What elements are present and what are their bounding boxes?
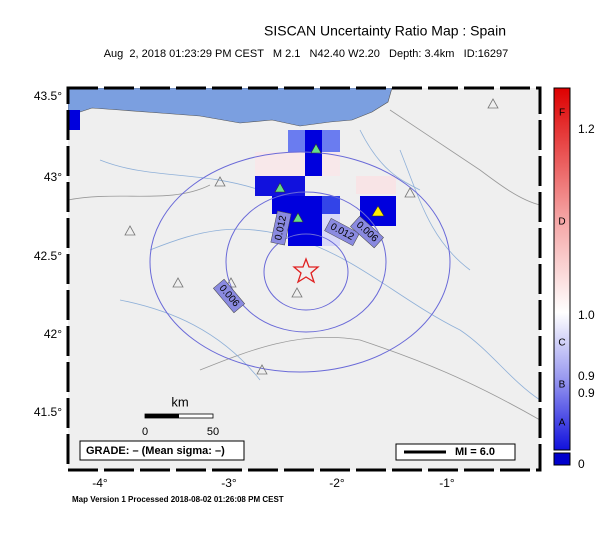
colorbar-min [553,452,571,466]
title: SISCAN Uncertainty Ratio Map : Spain [264,23,506,39]
colorbar [553,87,571,451]
lon-label: -2° [329,476,345,490]
grade-letter: B [559,380,566,391]
lon-label: -3° [221,476,237,490]
scale-label: 50 [207,426,219,438]
lat-labels: 43.5° 43° 42.5° 42° 41.5° [34,89,62,419]
border [68,109,540,421]
colorbar-grades: F D C B A [558,108,565,429]
colorbar-value: 0 [578,457,585,471]
grade: GRADE: – (Mean sigma: –) [86,445,225,457]
lat-label: 42.5° [34,249,62,263]
sea [68,88,393,127]
mi-box [395,443,516,461]
epicenter [292,257,320,284]
cells [255,130,396,246]
grade-letter: C [558,338,565,349]
stations [124,98,499,375]
colorbar-values: 1.2 1.0 0.9 0.9 0 [578,122,595,471]
map: 0.012 0.012 0.006 0.006 km 0 50 GRADE: –… [68,88,540,470]
contour-label: 0.012 [273,214,289,241]
grade-letter: A [559,418,566,429]
mi: MI = 6.0 [455,446,495,458]
scale-unit: km [171,394,188,409]
grade-letter: D [558,217,565,228]
subtitle: Aug 2, 2018 01:23:29 PM CEST M 2.1 N42.4… [104,48,509,60]
lat-label: 41.5° [34,405,62,419]
lon-label: -1° [439,476,455,490]
grade-letter: F [559,108,565,119]
lon-labels: -4° -3° -2° -1° [92,476,455,490]
colorbar-value: 0.9 [578,386,595,400]
cell [68,110,80,130]
scale-bar [145,414,179,418]
lat-label: 43° [44,170,62,184]
colorbar-value: 0.9 [578,369,595,383]
colorbar-value: 1.2 [578,122,595,136]
lat-label: 42° [44,327,62,341]
colorbar-value: 1.0 [578,308,595,322]
grade-box [79,440,245,461]
lon-label: -4° [92,476,108,490]
footer: Map Version 1 Processed 2018-08-02 01:26… [72,495,284,504]
lat-label: 43.5° [34,89,62,103]
scale-label: 0 [142,426,148,438]
river [99,129,540,401]
contours [149,151,451,373]
map-frame [66,86,542,472]
